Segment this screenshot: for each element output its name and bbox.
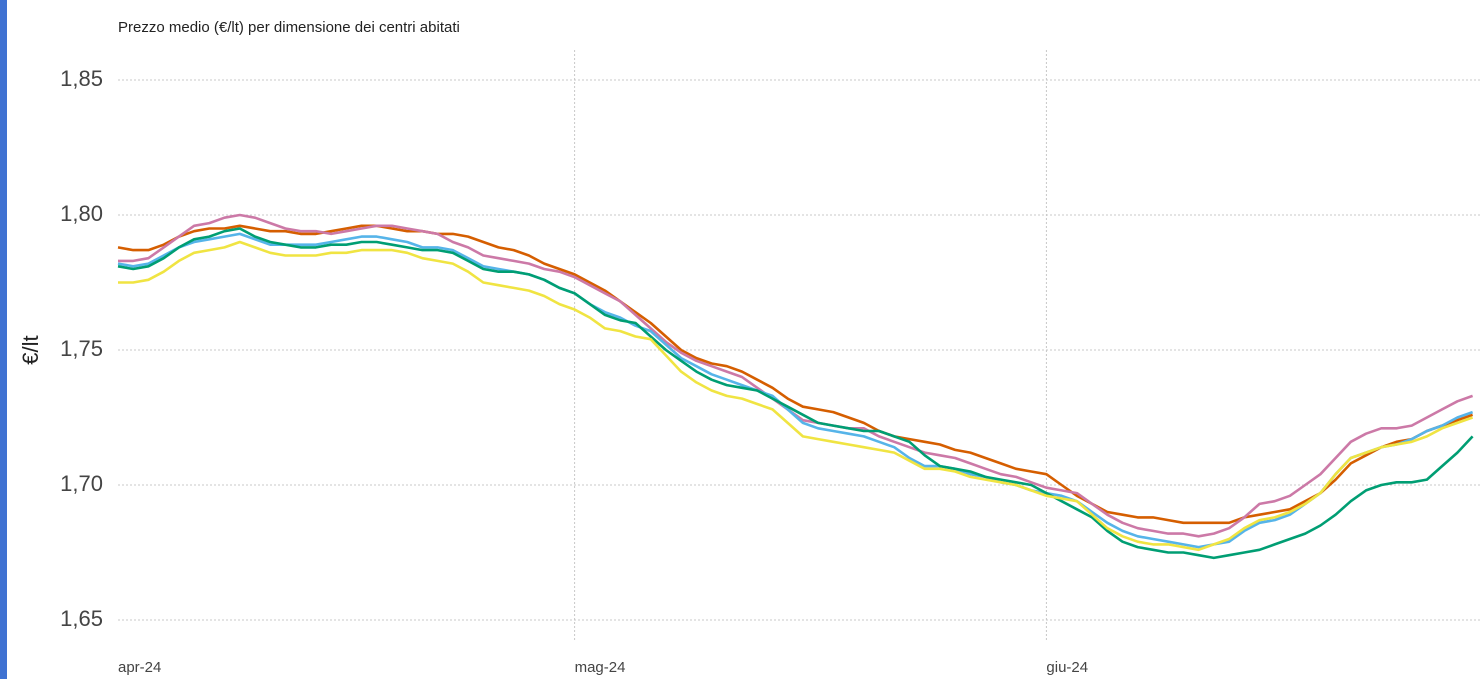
y-tick-label: 1,80 <box>60 201 103 226</box>
side-bar <box>0 0 7 679</box>
series-line <box>118 240 1474 552</box>
x-tick-label: apr-24 <box>118 659 161 676</box>
y-tick-label: 1,85 <box>60 66 103 91</box>
y-tick-label: 1,75 <box>60 336 103 361</box>
series-line <box>117 224 1474 525</box>
series-line <box>117 232 1474 549</box>
y-tick-label: 1,65 <box>60 606 103 631</box>
chart-title: Prezzo medio (€/lt) per dimensione dei c… <box>118 19 460 36</box>
y-axis-label: €/lt <box>18 335 43 364</box>
x-tick-label: giu-24 <box>1046 659 1088 676</box>
y-tick-label: 1,70 <box>60 471 103 496</box>
series-line <box>117 227 1474 560</box>
series-line <box>118 213 1474 538</box>
x-tick-label: mag-24 <box>575 659 626 676</box>
